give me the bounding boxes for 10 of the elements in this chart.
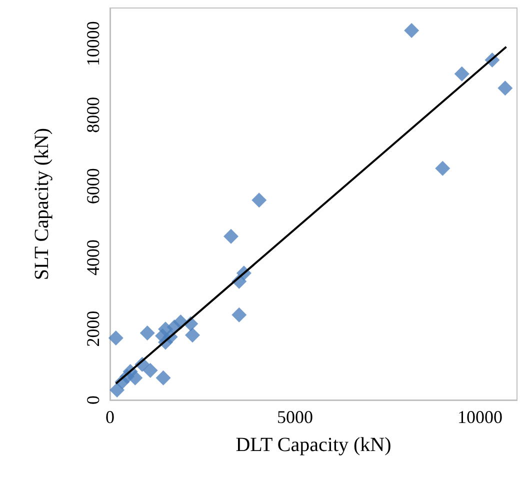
y-tick-label: 6000 — [83, 168, 103, 204]
y-tick-label: 0 — [83, 396, 103, 404]
y-tick-label: 8000 — [83, 96, 103, 133]
y-tick-label: 10000 — [83, 21, 103, 66]
y-tick-label: 2000 — [83, 310, 103, 347]
x-tick-label: 10000 — [458, 407, 502, 427]
y-tick-label: 4000 — [83, 239, 103, 276]
x-tick-label: 5000 — [277, 407, 313, 427]
x-axis-title: DLT Capacity (kN) — [236, 434, 392, 456]
y-axis-title: SLT Capacity (kN) — [31, 128, 53, 280]
